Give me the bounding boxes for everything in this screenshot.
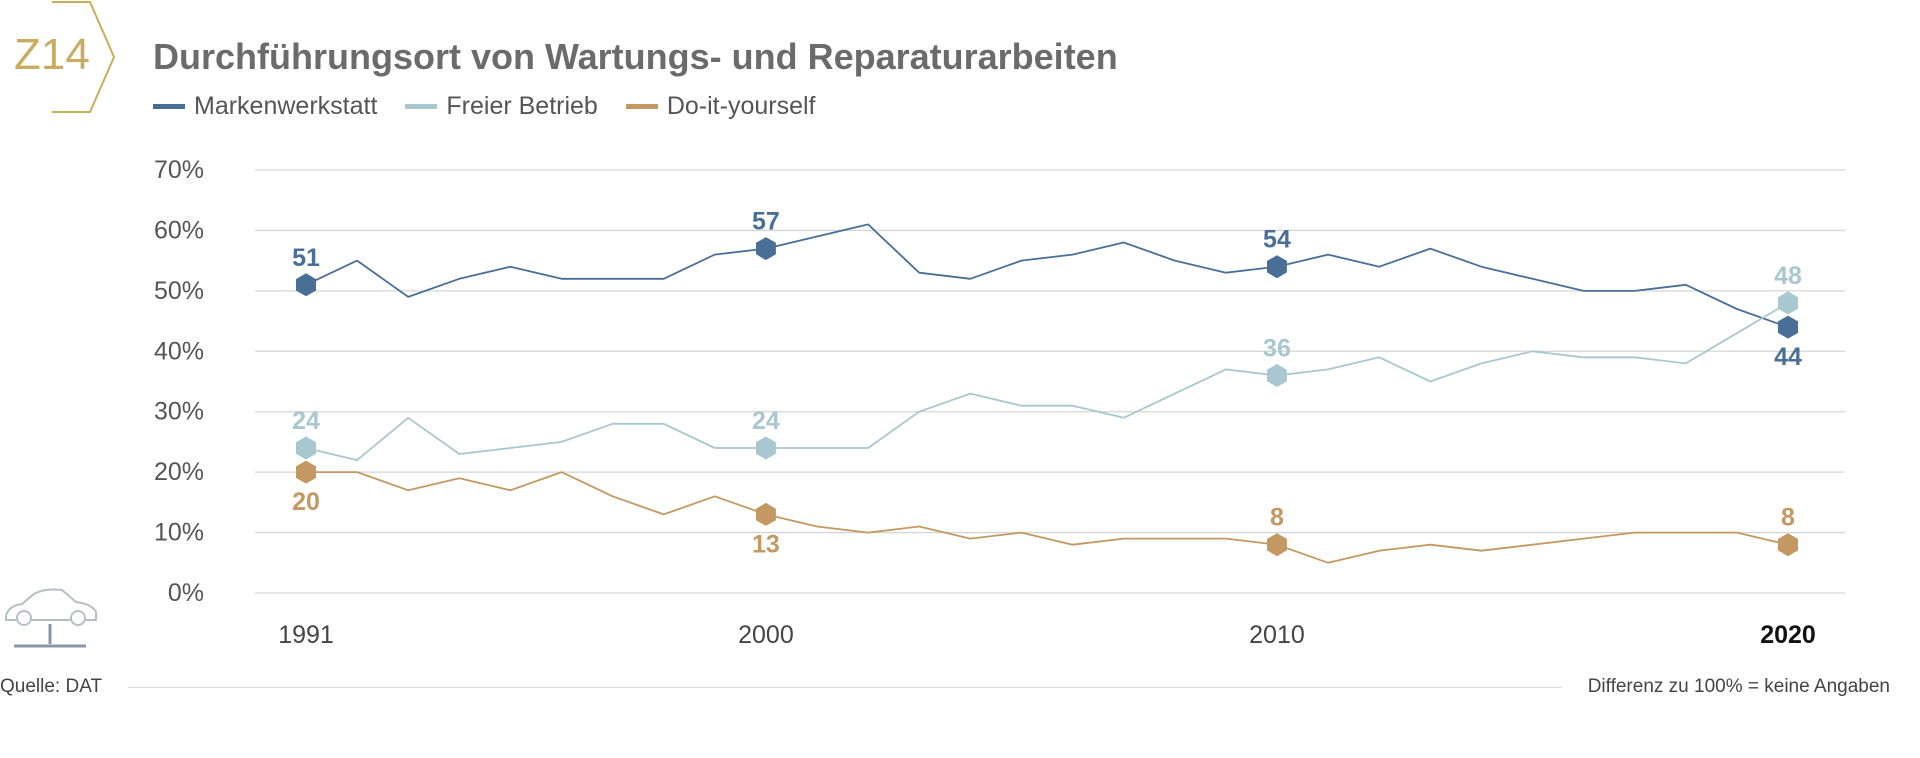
data-point-marker	[1778, 291, 1798, 315]
y-tick-label: 70%	[154, 156, 204, 184]
data-point-marker	[756, 436, 776, 460]
y-tick-label: 0%	[168, 579, 204, 607]
data-point-marker	[296, 273, 316, 297]
data-point-marker	[756, 502, 776, 526]
legend-item: Freier Betrieb	[405, 92, 598, 121]
data-label: 54	[1263, 226, 1291, 254]
legend-item: Do-it-yourself	[625, 92, 816, 121]
legend-swatch	[153, 104, 185, 109]
data-point-marker	[1267, 533, 1287, 557]
data-point-marker	[756, 237, 776, 261]
badge-label: Z14	[14, 30, 90, 79]
data-point-marker	[1778, 533, 1798, 557]
series-line	[305, 302, 1789, 462]
x-tick-label: 2020	[1760, 621, 1816, 649]
data-label: 20	[292, 488, 320, 516]
data-label: 48	[1774, 262, 1802, 290]
data-label: 51	[292, 244, 320, 272]
x-tick-label: 2010	[1249, 621, 1305, 649]
footer-divider	[128, 687, 1562, 688]
data-label: 13	[752, 530, 780, 558]
y-tick-label: 20%	[154, 458, 204, 486]
legend-label: Markenwerkstatt	[194, 92, 378, 120]
car-lift-icon	[5, 588, 97, 648]
data-point-marker	[296, 460, 316, 484]
data-label: 44	[1774, 343, 1802, 371]
x-tick-label: 1991	[278, 621, 334, 649]
legend-label: Freier Betrieb	[446, 92, 598, 120]
source-note: Quelle: DAT	[0, 676, 103, 697]
legend-label: Do-it-yourself	[666, 92, 816, 120]
y-tick-label: 60%	[154, 216, 204, 244]
y-tick-label: 50%	[154, 277, 204, 305]
data-point-marker	[1267, 364, 1287, 387]
data-label: 8	[1781, 504, 1795, 532]
data-label: 8	[1270, 504, 1284, 532]
legend: Markenwerkstatt Freier Betrieb Do-it-yours…	[153, 92, 816, 121]
badge-chevron-icon	[52, 0, 116, 113]
x-tick-label: 2000	[738, 621, 794, 649]
data-label: 24	[292, 407, 320, 435]
legend-swatch	[405, 104, 438, 109]
data-label: 36	[1263, 334, 1291, 362]
data-point-marker	[1778, 315, 1798, 339]
series-line	[306, 471, 1789, 564]
line-chart: 0% 10% 20% 30% 40% 50% 60% 70% 1991 2000 2010 2020 5…	[154, 156, 1845, 649]
data-point-marker	[296, 436, 316, 460]
y-tick-label: 40%	[154, 337, 204, 365]
data-point-marker	[1267, 255, 1287, 279]
data-label: 57	[752, 208, 780, 236]
difference-note: Differenz zu 100% = keine Angaben	[1587, 676, 1890, 697]
y-tick-label: 30%	[154, 398, 204, 426]
data-label: 24	[752, 407, 780, 435]
legend-swatch	[625, 104, 658, 109]
y-tick-label: 10%	[154, 519, 204, 547]
series-line	[305, 223, 1789, 328]
chart-title: Durchführungsort von Wartungs- und Repar…	[153, 36, 1118, 77]
legend-item: Markenwerkstatt	[153, 92, 377, 121]
